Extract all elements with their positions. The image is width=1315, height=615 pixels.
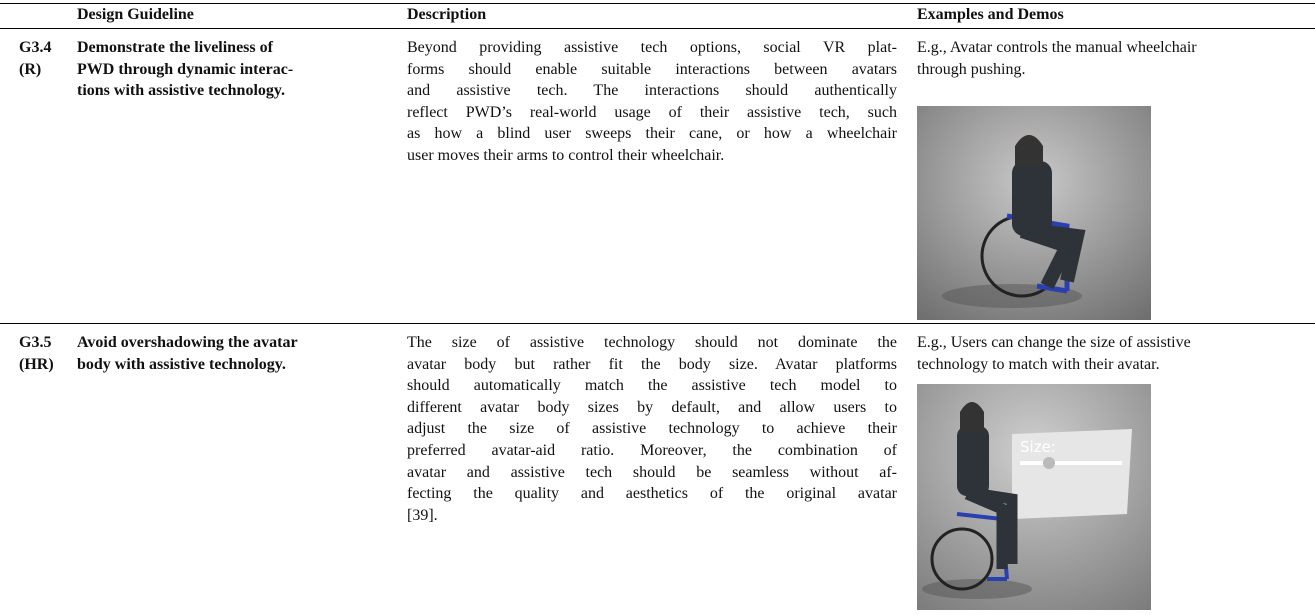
description-line: [39]. [407, 506, 438, 524]
wheelchair-demo-image [917, 106, 1151, 320]
header-cell: Description [407, 6, 487, 23]
description-line: and assistive tech. The interactions sho… [407, 82, 897, 100]
guideline-line: body with assistive technology. [77, 355, 286, 373]
description-line: fecting the quality and aesthetics of th… [407, 485, 897, 503]
guideline-line: Demonstrate the liveliness of [77, 39, 273, 56]
description-line: user moves their arms to control their w… [407, 147, 725, 164]
description-line: The size of assistive technology should … [407, 334, 897, 351]
guideline-line: Avoid overshadowing the avatar [77, 334, 298, 351]
example-line: through pushing. [917, 60, 1026, 78]
example-line: technology to match with their avatar. [917, 355, 1160, 373]
description-line: avatar and assistive tech should be seam… [407, 463, 897, 481]
size-slider-demo-image: Size: [917, 384, 1151, 610]
row-id: G3.5 [19, 334, 52, 351]
description-line: as how a blind user sweeps their cane, o… [407, 125, 897, 143]
guideline-line: PWD through dynamic interac- [77, 60, 294, 78]
description-line: reflect PWD’s real-world usage of their … [407, 103, 897, 121]
top-rule [0, 3, 1315, 4]
row-rule [0, 323, 1315, 324]
description-line: should automatically match the assistive… [407, 377, 897, 395]
description-line: different avatar body sizes by default, … [407, 398, 897, 416]
description-line: adjust the size of assistive technology … [407, 420, 897, 438]
example-line: E.g., Avatar controls the manual wheelch… [917, 39, 1197, 56]
slider-label: Size: [1020, 438, 1056, 456]
description-line: preferred avatar-aid ratio. Moreover, th… [407, 442, 897, 459]
description-line: avatar body but rather fit the body size… [407, 355, 897, 373]
row-id: G3.4 [19, 39, 52, 56]
description-line: forms should enable suitable interaction… [407, 60, 897, 78]
example-line: E.g., Users can change the size of assis… [917, 334, 1191, 351]
header-cell: Design Guideline [77, 6, 194, 23]
row-tag: (HR) [19, 355, 54, 373]
header-cell: Examples and Demos [917, 6, 1064, 23]
description-line: Beyond providing assistive tech options,… [407, 39, 897, 56]
header-rule [0, 28, 1315, 29]
guideline-line: tions with assistive technology. [77, 82, 286, 100]
row-tag: (R) [19, 60, 42, 78]
